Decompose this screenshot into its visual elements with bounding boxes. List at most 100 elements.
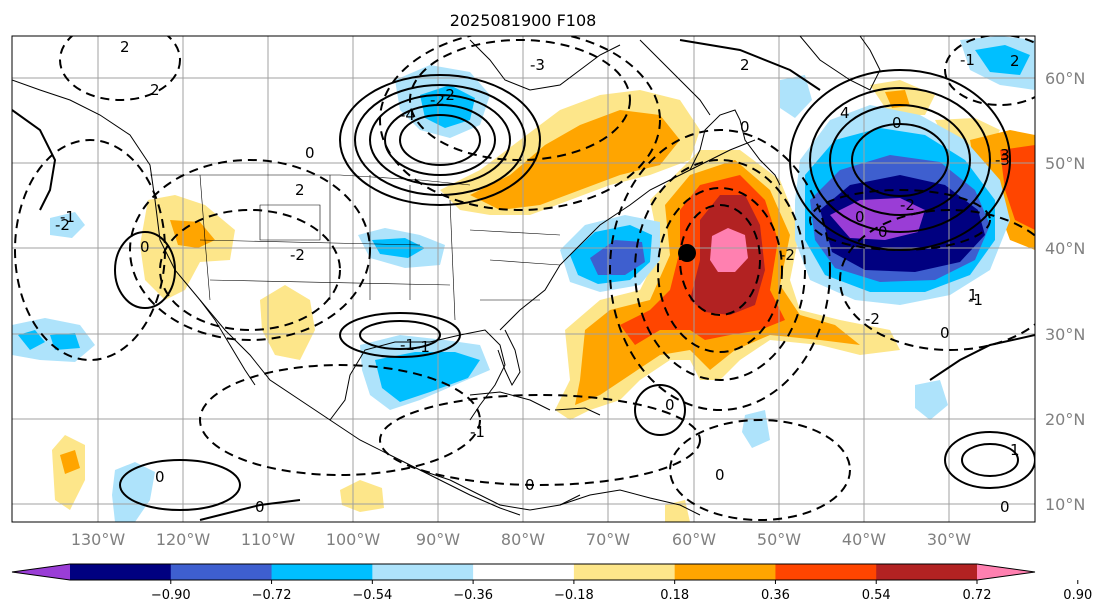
anomaly-negative-light: [50, 212, 85, 238]
colorbar-tick-label: 0.54: [862, 588, 891, 603]
anomaly-negative-cyan: [50, 333, 80, 350]
lon-label: 90°W: [416, 530, 460, 549]
contour-labels: 2 2 -2 0 -1 -1 0 -2 2 -2 -3 -4 2 4 0 -2 …: [55, 38, 1020, 516]
low-pressure-contour: [944, 36, 1035, 106]
lon-label: 80°W: [501, 530, 545, 549]
latitude-labels: 60°N 50°N 40°N 30°N 20°N 10°N: [1045, 69, 1085, 514]
high-pressure-contour: [339, 312, 461, 358]
colorbar-tick-label: −0.72: [252, 588, 292, 603]
high-pressure-contour: [359, 320, 441, 350]
low-pressure-contour: [379, 36, 661, 211]
contour-label: 0: [665, 396, 675, 414]
low-pressure-contour: [657, 187, 783, 353]
contour-label: 3: [1000, 146, 1010, 164]
contour-label: 0: [255, 498, 265, 516]
colorbar-tick-label: −0.54: [352, 588, 392, 603]
anomaly-positive-pocket: [885, 90, 910, 108]
colorbar-extend-high: [977, 564, 1035, 580]
lat-label: 40°N: [1045, 239, 1085, 258]
contours-solid: [12, 39, 1035, 521]
lat-label: 60°N: [1045, 69, 1085, 88]
contour-label: 0: [525, 476, 535, 494]
contour-label: 2: [150, 81, 160, 99]
north-america-west-coast: [12, 79, 581, 511]
contour-label: 0: [140, 238, 150, 256]
canada-coast: [689, 109, 781, 186]
colorbar-swatch: [372, 564, 474, 580]
colorbar-extend-low: [12, 564, 70, 580]
contour-label: 0: [940, 324, 950, 342]
anomaly-negative-cyan: [375, 352, 480, 402]
high-pressure-contour: [851, 123, 949, 197]
high-pressure-contour: [789, 69, 1011, 251]
contour-label: -2: [430, 91, 445, 109]
lat-label: 50°N: [1045, 154, 1085, 173]
lon-label: 110°W: [241, 530, 296, 549]
anomaly-negative-light: [915, 380, 948, 420]
lon-label: 30°W: [927, 530, 971, 549]
contour-label: -1: [400, 336, 415, 354]
anomaly-positive-pocket: [665, 500, 690, 522]
lat-label: 30°N: [1045, 325, 1085, 344]
contours-dashed: [14, 36, 1035, 521]
contour-label: 0: [855, 208, 865, 226]
contour-label: -2: [900, 196, 915, 214]
high-pressure-contour: [809, 87, 991, 233]
contour-label: 2: [1010, 52, 1020, 70]
contour-label: 0: [892, 114, 902, 132]
anomaly-negative-cyan: [975, 45, 1030, 75]
labrador: [639, 39, 711, 116]
contour-label: -1: [60, 208, 75, 226]
high-pressure-contour: [339, 74, 541, 206]
gulf-of-california: [199, 299, 256, 386]
graticule: [12, 36, 1035, 522]
high-pressure-contour: [354, 84, 526, 196]
contour-label: 0: [878, 223, 888, 241]
high-pressure-contour: [369, 94, 511, 186]
contour-label: 1: [968, 286, 978, 304]
lon-label: 120°W: [156, 530, 211, 549]
anomaly-positive-pocket: [260, 285, 315, 360]
contour-label: -1: [470, 423, 485, 441]
contour-label: -1: [960, 51, 975, 69]
map-frame: [11, 35, 1036, 523]
high-pressure-contour: [399, 114, 481, 166]
contour-label: 4: [840, 104, 850, 122]
high-pressure-contour: [944, 431, 1035, 489]
florida: [497, 329, 521, 387]
anomaly-positive-pocket: [60, 450, 80, 474]
contour-label: -2: [290, 246, 305, 264]
high-pressure-contour: [961, 443, 1019, 477]
colorbar-tick-label: −0.18: [554, 588, 594, 603]
low-pressure-contour: [14, 139, 166, 361]
low-pressure-contour: [809, 189, 991, 251]
low-pressure-contour: [634, 159, 806, 381]
low-pressure-contour: [129, 159, 371, 341]
colorbar-tick-label: 0.18: [660, 588, 689, 603]
low-pressure-contour: [59, 36, 181, 101]
high-pressure-contour: [384, 104, 496, 176]
colorbar-swatch: [271, 564, 373, 580]
anomaly-negative-light: [780, 75, 812, 118]
high-pressure-contour: [119, 459, 241, 511]
low-pressure-contour: [409, 39, 631, 161]
lon-label: 130°W: [71, 530, 126, 549]
contour-label: -1: [968, 291, 983, 309]
contour-label: 2: [295, 181, 305, 199]
zero-contour: [199, 499, 301, 521]
contour-label: 0: [305, 144, 315, 162]
colorbar: −0.90 −0.72 −0.54 −0.36 −0.18 0.18 0.36 0.54 0.7…: [11, 563, 1092, 603]
lat-label: 20°N: [1045, 410, 1085, 429]
anomaly-negative-purple: [830, 198, 925, 240]
low-pressure-contour: [679, 204, 761, 316]
colorbar-swatch: [473, 564, 575, 580]
colorbar-tick-label: −0.90: [151, 588, 191, 603]
contour-label: 2: [740, 56, 750, 74]
map-title: 2025081900 F108: [450, 11, 597, 30]
contour-label: -2: [780, 246, 795, 264]
contour-label: 2: [120, 38, 130, 56]
contour-label: -3: [530, 56, 545, 74]
lon-label: 50°W: [757, 530, 801, 549]
contour-label: 0: [715, 466, 725, 484]
colorbar-tick-label: −0.36: [453, 588, 493, 603]
